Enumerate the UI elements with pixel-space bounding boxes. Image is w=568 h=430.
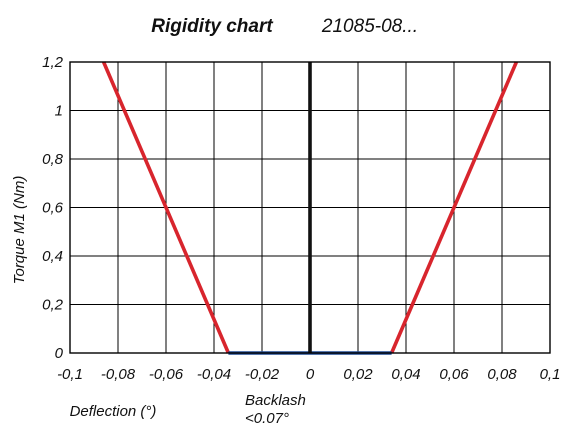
x-axis-label: Deflection (°) (70, 403, 157, 420)
x-tick-label: -0,02 (245, 366, 280, 383)
y-tick-label: 1,2 (42, 54, 64, 71)
x-tick-label: 0,02 (343, 366, 373, 383)
y-tick-label: 0,2 (42, 297, 64, 314)
x-tick-label: 0,1 (540, 366, 561, 383)
backlash-value: <0.07° (245, 410, 289, 427)
y-tick-label: 0,8 (42, 151, 64, 168)
chart-subtitle: 21085-08... (321, 16, 418, 37)
x-tick-label: -0,08 (101, 366, 136, 383)
x-tick-label: 0,08 (487, 366, 517, 383)
y-tick-label: 0 (55, 345, 64, 362)
series-line-0 (101, 61, 231, 354)
x-tick-label: -0,06 (149, 366, 184, 383)
y-axis-label: Torque M1 (Nm) (11, 176, 28, 285)
plot-frame (69, 61, 551, 354)
y-tick-labels: 0 0,2 0,4 0,6 0,8 1 1,2 (42, 54, 64, 362)
x-tick-label: -0,1 (57, 366, 83, 383)
series-line-1 (389, 61, 519, 354)
x-tick-label: 0 (306, 366, 315, 383)
y-tick-label: 1 (55, 103, 63, 120)
chart-title: Rigidity chart (151, 16, 273, 37)
y-tick-label: 0,6 (42, 200, 64, 217)
x-tick-label: -0,04 (197, 366, 231, 383)
x-tick-label: 0,04 (391, 366, 420, 383)
backlash-label: Backlash (245, 392, 306, 409)
x-tick-label: 0,06 (439, 366, 469, 383)
x-tick-labels: -0,1 -0,08 -0,06 -0,04 -0,02 0 0,02 0,04 0,06 0,0… (57, 366, 560, 383)
y-tick-label: 0,4 (42, 248, 63, 265)
